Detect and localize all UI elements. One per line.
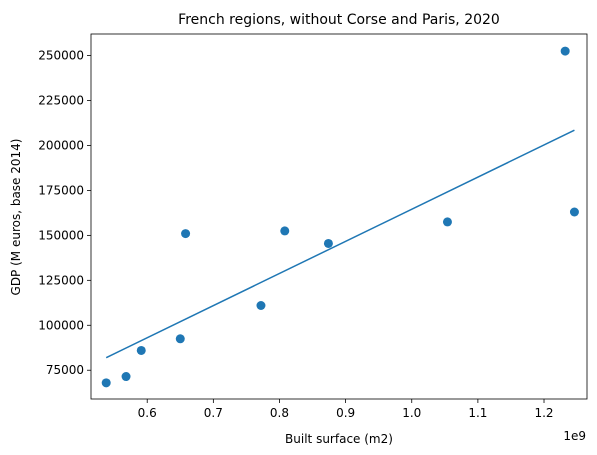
chart-title: French regions, without Corse and Paris,… <box>178 12 500 28</box>
data-point-5 <box>181 229 190 238</box>
data-point-6 <box>256 301 265 310</box>
y-tick-label-6: 200000 <box>38 138 84 152</box>
y-tick-label-4: 150000 <box>38 228 84 242</box>
x-axis-offset-label: 1e9 <box>563 429 586 443</box>
y-tick-label-7: 225000 <box>38 94 84 108</box>
y-tick-label-5: 175000 <box>38 183 84 197</box>
data-point-10 <box>561 47 570 56</box>
plot-area: 0.6 0.7 0.8 0.9 1.0 1.1 1.2 75000 100000 125000 15… <box>38 34 587 420</box>
data-point-8 <box>324 239 333 248</box>
x-tick-label-6: 1.1 <box>468 406 487 420</box>
y-tick-label-1: 75000 <box>46 363 84 377</box>
data-point-3 <box>137 346 146 355</box>
x-tick-label-2: 0.7 <box>204 406 223 420</box>
data-point-11 <box>570 208 579 217</box>
x-tick-label-5: 1.0 <box>402 406 421 420</box>
x-tick-label-7: 1.2 <box>534 406 553 420</box>
y-axis-label: GDP (M euros, base 2014) <box>9 139 23 296</box>
trend-line <box>106 130 574 357</box>
data-point-4 <box>176 334 185 343</box>
y-tick-label-2: 100000 <box>38 318 84 332</box>
data-point-1 <box>102 378 111 387</box>
y-tick-label-8: 250000 <box>38 49 84 63</box>
data-point-9 <box>443 217 452 226</box>
x-tick-label-3: 0.8 <box>270 406 289 420</box>
plot-frame <box>91 34 587 399</box>
x-tick-label-1: 0.6 <box>138 406 157 420</box>
x-tick-label-4: 0.9 <box>336 406 355 420</box>
y-tick-label-3: 125000 <box>38 273 84 287</box>
data-point-7 <box>280 226 289 235</box>
data-point-2 <box>122 372 131 381</box>
x-axis-label: Built surface (m2) <box>285 432 393 446</box>
